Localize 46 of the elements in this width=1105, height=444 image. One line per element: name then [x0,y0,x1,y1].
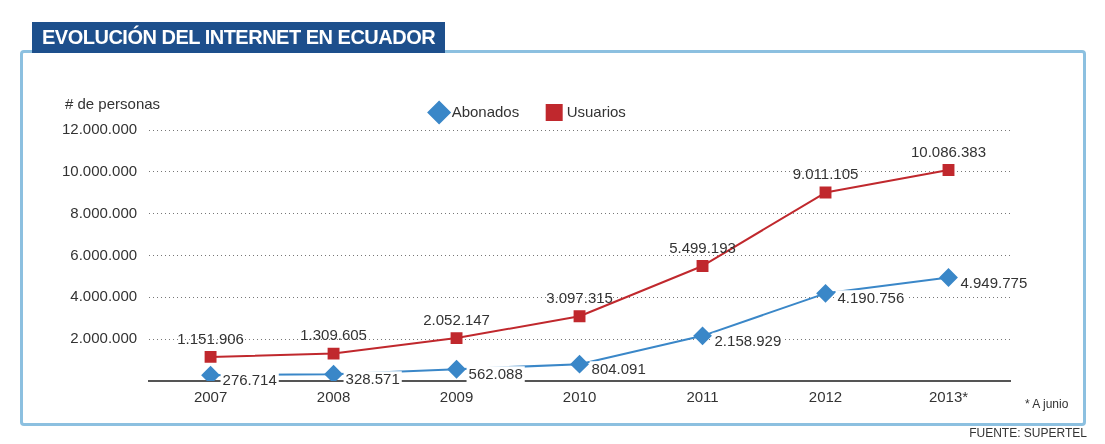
point [942,164,955,176]
y-axis-title: # de personas [65,95,161,112]
x-tick-label: 2007 [193,388,228,406]
point [939,268,958,287]
data-label: 4.949.775 [960,273,1028,291]
data-label: 276.714 [222,371,277,389]
x-tick-label: 2010 [562,388,597,406]
point [573,310,586,323]
point [693,326,712,345]
data-label: 2.052.147 [423,310,490,328]
y-tick-label: 8.000.000 [70,203,138,221]
point [201,366,220,381]
data-label: 1.309.605 [300,326,367,344]
x-tick-label: 2011 [686,388,719,406]
y-tick-label: 12.000.000 [62,120,138,138]
x-tick-label: 2013* [928,388,969,406]
data-label: 2.158.929 [714,331,782,349]
point [570,355,589,374]
data-label: 10.086.383 [910,142,987,160]
data-label: 3.097.315 [546,288,613,306]
point [327,347,340,360]
y-tick-label: 6.000.000 [70,245,138,263]
source-note: FUENTE: SUPERTEL [969,426,1087,440]
data-label: 9.011.105 [792,165,859,183]
chart-title: EVOLUCIÓN DEL INTERNET EN ECUADOR [32,22,446,53]
data-label: 562.088 [468,365,523,383]
data-label: 328.571 [345,370,400,388]
data-label: 5.499.193 [669,238,736,256]
point [324,365,343,381]
y-tick-label: 2.000.000 [70,329,138,347]
data-label: 804.091 [591,360,646,378]
data-label: 1.151.906 [177,329,244,347]
x-tick-label: 2012 [808,388,843,406]
x-tick-label: 2008 [316,388,351,406]
point [447,360,466,379]
legend-label: Abonados [451,102,520,120]
y-tick-label: 10.000.000 [62,161,138,179]
point [696,260,709,272]
x-tick-label: 2009 [439,388,474,406]
legend-label: Usuarios [566,102,626,120]
point [204,350,217,363]
text: * A junio [1025,397,1069,411]
point [450,332,463,345]
y-tick-label: 4.000.000 [70,287,138,305]
data-label: 4.190.756 [837,289,905,307]
point [816,284,835,303]
